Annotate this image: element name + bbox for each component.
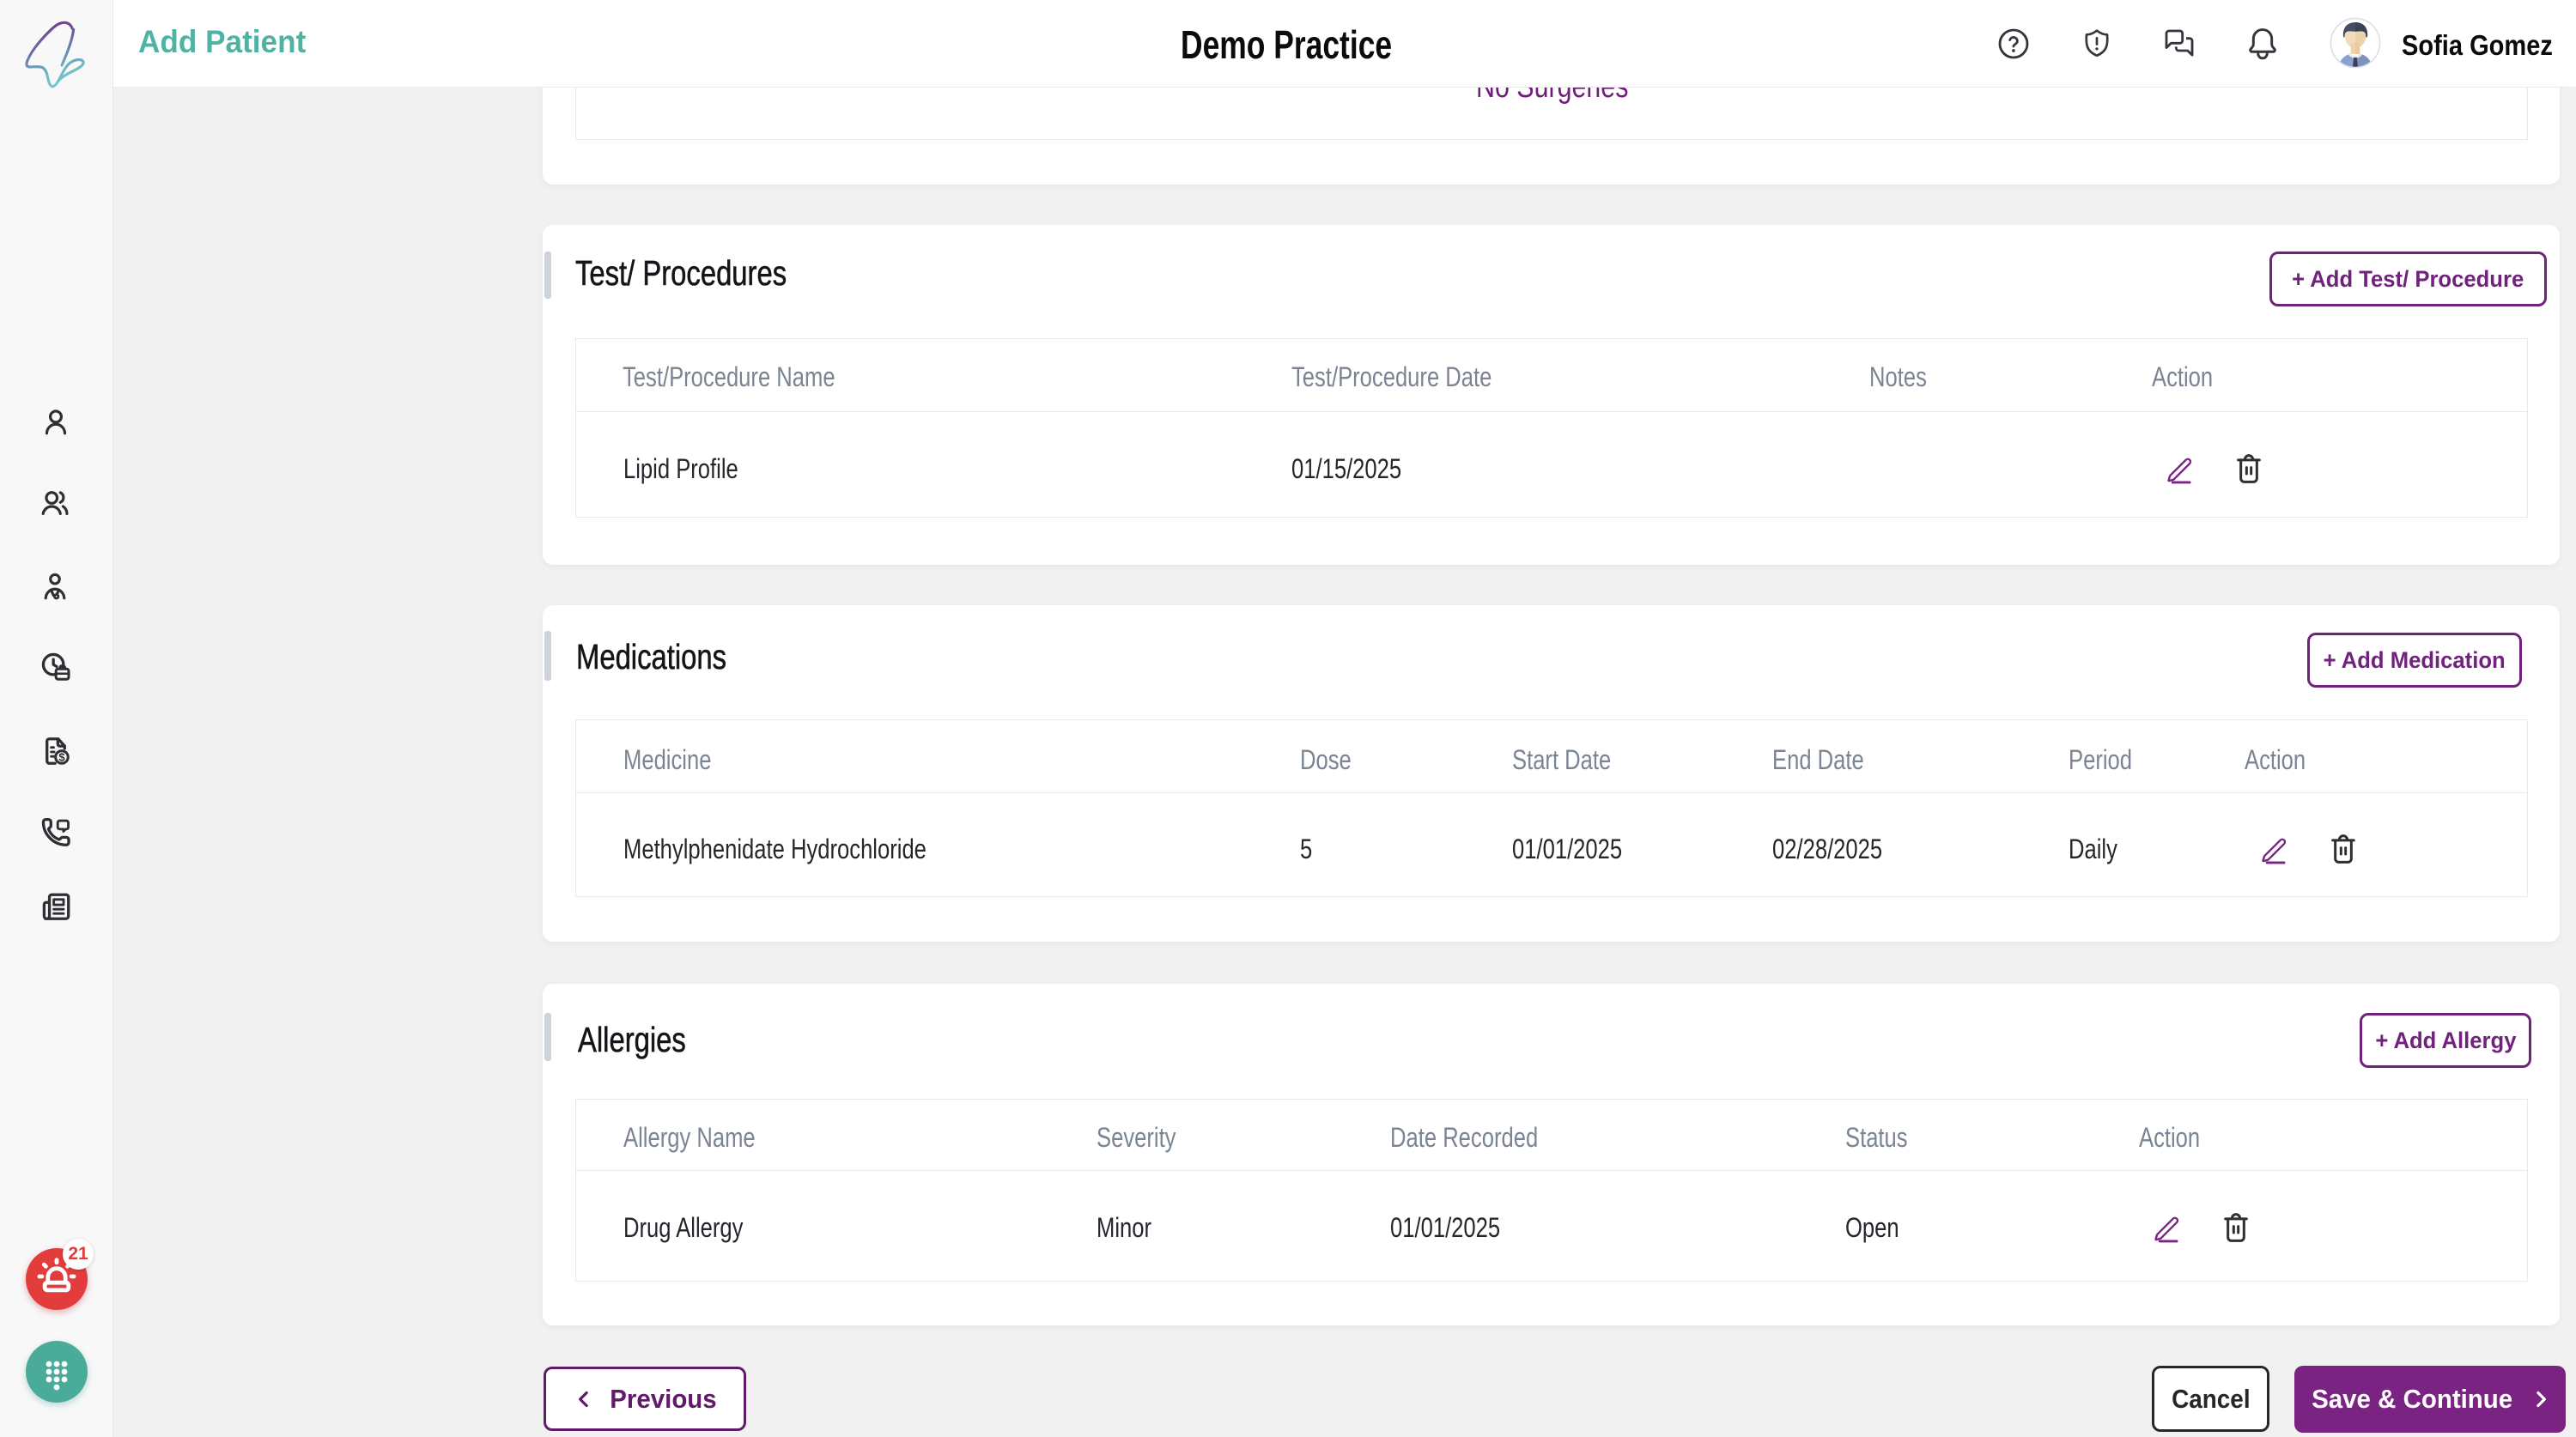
svg-text:$: $ [58, 751, 65, 764]
